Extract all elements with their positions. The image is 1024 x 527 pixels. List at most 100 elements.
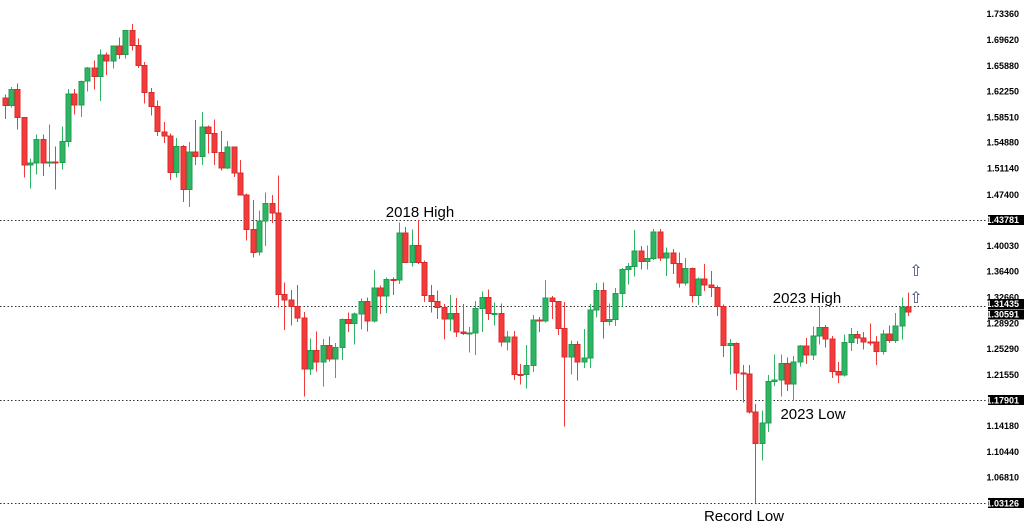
candle-body	[746, 373, 753, 413]
candle	[91, 60, 98, 90]
candle-body	[351, 313, 358, 325]
candle-body	[129, 29, 136, 47]
candle-body	[103, 54, 110, 62]
candle	[205, 125, 212, 154]
candle	[568, 340, 575, 375]
candle-body	[21, 117, 28, 166]
candle	[84, 66, 91, 92]
candle-body	[689, 268, 696, 296]
candle	[797, 345, 804, 367]
candle	[867, 323, 874, 346]
y-axis-label: 1.06810	[986, 473, 1019, 483]
candle-body	[148, 91, 155, 108]
candle-body	[886, 333, 893, 342]
candle	[829, 336, 836, 378]
candle	[97, 49, 104, 102]
candle	[466, 327, 473, 353]
candle-body	[790, 361, 797, 385]
candle	[625, 263, 632, 285]
candle	[301, 311, 308, 397]
candle	[860, 331, 867, 350]
candle-body	[415, 244, 422, 264]
candle-body	[771, 379, 778, 382]
candle	[822, 324, 829, 348]
candle-body	[161, 131, 168, 137]
y-axis-label: 1.25290	[986, 344, 1019, 354]
candle	[670, 249, 677, 274]
candle	[396, 222, 403, 285]
candle-body	[40, 138, 47, 164]
candle-body	[8, 88, 15, 107]
candle	[784, 357, 791, 391]
candle-body	[466, 332, 473, 335]
candle	[631, 229, 638, 277]
candle-body	[116, 45, 123, 55]
candle	[320, 338, 327, 387]
y-axis-label: 1.32660	[986, 292, 1019, 302]
candle-body	[186, 151, 193, 190]
y-axis-label: 1.28920	[986, 319, 1019, 329]
candle	[676, 252, 683, 288]
y-axis-label: 1.62250	[986, 86, 1019, 96]
candle-body	[523, 364, 530, 375]
candle	[581, 329, 588, 369]
candle-body	[288, 299, 295, 307]
candle	[288, 290, 295, 326]
candle-body	[402, 232, 409, 264]
candle	[167, 133, 174, 180]
candle	[810, 326, 817, 360]
price-tag-label: 1.30591	[986, 310, 1019, 320]
candle-body	[498, 313, 505, 343]
candle-body	[822, 326, 829, 340]
candle	[848, 328, 855, 351]
candle	[600, 282, 607, 339]
candle-body	[377, 287, 384, 297]
candle-body	[657, 231, 664, 259]
candle	[59, 126, 66, 170]
candle	[180, 144, 187, 203]
candle-body	[727, 342, 734, 346]
candle-body	[46, 161, 53, 164]
candle-body	[517, 373, 524, 376]
y-axis-label: 1.21550	[986, 370, 1019, 380]
candle-body	[180, 145, 187, 190]
candle	[835, 362, 842, 383]
candle-body	[479, 297, 486, 309]
candle-body	[549, 297, 556, 303]
candle	[593, 283, 600, 318]
candle-body	[294, 305, 301, 319]
candle-body	[332, 347, 339, 360]
candle	[377, 285, 384, 315]
candle	[899, 297, 906, 340]
candle-body	[84, 67, 91, 82]
candle	[192, 119, 199, 165]
candle-body	[364, 301, 371, 322]
candle	[644, 245, 651, 270]
y-axis-label: 1.58510	[986, 112, 1019, 122]
candle-body	[676, 262, 683, 284]
candle	[224, 141, 231, 170]
candle-body	[574, 343, 581, 363]
candle-body	[810, 335, 817, 356]
candle-body	[371, 287, 378, 322]
candle	[262, 192, 269, 246]
candle	[555, 300, 562, 335]
candle	[65, 88, 72, 147]
candle	[816, 306, 823, 345]
candle	[536, 317, 543, 333]
candle-body	[829, 338, 836, 372]
candle-body	[14, 88, 21, 119]
candle-body	[250, 228, 257, 253]
candle-body	[301, 317, 308, 370]
y-axis-label: 1.36400	[986, 266, 1019, 276]
candle-body	[313, 349, 320, 363]
candle-body	[797, 345, 804, 363]
candle	[549, 296, 556, 320]
candle	[803, 338, 810, 365]
candle-body	[262, 203, 269, 222]
candle	[71, 89, 78, 115]
candle	[460, 303, 467, 335]
candle-body	[320, 344, 327, 363]
candle-body	[631, 250, 638, 268]
candle	[638, 246, 645, 270]
